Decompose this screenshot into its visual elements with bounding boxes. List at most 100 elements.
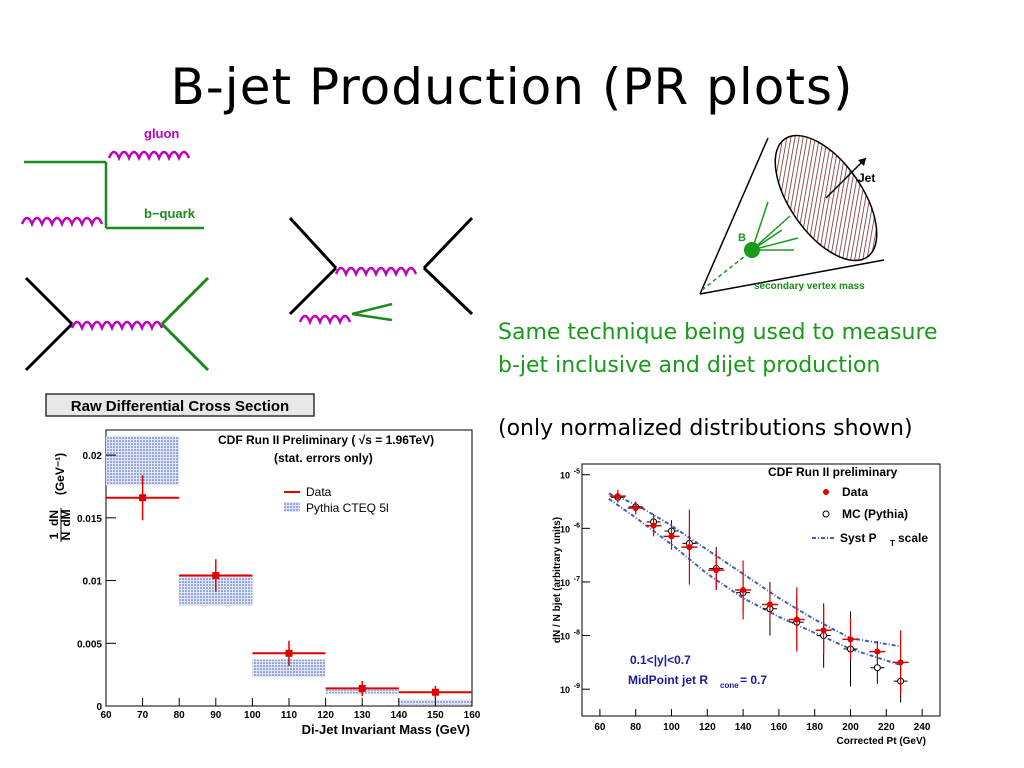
caption-main: Same technique being used to measure b-j… [498,316,1018,382]
feynman-diagram-gluon-splitting [288,216,474,326]
chart1-plot-area: 60 70 80 90 100 110 120 130 140 150 160 0 0.005 0.01 0… [47,429,481,737]
x-tick-label: 110 [281,710,298,721]
data-point [431,688,439,696]
x-tick-label: 130 [354,710,371,721]
x-tick-label: 100 [663,722,680,733]
data-point [847,636,854,643]
chart2-annotation-3: = 0.7 [740,673,767,687]
x-tick-label: 160 [464,710,481,721]
y-tick-exponent: -6 [574,522,580,529]
data-point [766,601,773,608]
legend-mc-swatch [284,502,300,512]
data-point [632,504,639,511]
y-label-units: (GeV⁻¹) [53,453,67,495]
legend-syst-subscript: T [890,539,895,548]
mc-band [252,659,326,678]
gluon-line-left [20,216,104,228]
x-tick-label: 60 [100,710,112,721]
x-tick-label: 100 [244,710,261,721]
y-label-frac-num1: 1 [47,532,61,539]
chart-dijet-mass: Raw Differential Cross Section 60 70 80 90 1… [45,393,481,737]
data-point [740,587,747,593]
legend-mc-label: MC (Pythia) [842,507,908,521]
gluon-propagator-2 [334,266,418,278]
legend-data-label: Data [306,485,332,499]
x-tick-label: 80 [174,710,186,721]
sv-label: secondary vertex mass [754,281,865,292]
x-tick-label: 140 [735,722,752,733]
y-tick-label: 10 [560,524,570,534]
x-tick-label: 160 [771,722,788,733]
y-tick-label: 0.01 [83,577,103,588]
chart2-title: CDF Run II preliminary [768,465,898,479]
data-point [212,572,220,580]
bquark-label: b−quark [144,206,196,221]
x-axis-label: Di-Jet Invariant Mass (GeV) [302,722,470,737]
gluon-radiated [298,314,352,326]
data-point [686,544,693,551]
y-tick-label: 0.015 [77,514,102,525]
b-label: B [738,232,746,244]
x-tick-label: 240 [914,722,931,733]
jet-cone-diagram: Jet B secondary vertex mass [699,134,885,295]
y-tick-label: 10 [560,471,570,481]
data-point [139,494,147,502]
legend-syst-scale: scale [898,531,928,545]
y-tick-exponent: -5 [574,469,580,476]
x-tick-label: 60 [594,722,606,733]
data-point [668,533,675,540]
data-point [650,522,657,529]
x-tick-label: 90 [210,710,222,721]
feynman-diagram-schannel [24,276,210,372]
chart1-title: Raw Differential Cross Section [71,398,289,415]
x-tick-label: 80 [630,722,642,733]
gluon-label: gluon [144,126,179,141]
x-tick-label: 120 [317,710,334,721]
data-point [614,493,621,500]
slide-title: B-jet Production (PR plots) [170,58,854,116]
y-tick-exponent: -8 [574,630,580,637]
cone-cap [774,134,878,262]
y-tick-exponent: -7 [574,576,580,583]
caption-line-2: b-jet inclusive and dijet production [498,353,881,378]
jet-label: Jet [858,171,875,185]
x-tick-label: 140 [390,710,407,721]
chart2-annotation-1: 0.1<|y|<0.7 [630,653,691,667]
syst-scale-line [608,498,901,667]
data-point [793,616,800,623]
x-tick-label: 70 [137,710,149,721]
chart1-annotation-2: (stat. errors only) [274,451,373,465]
y-tick-label: 0 [96,702,102,713]
chart2-annotation-2: MidPoint jet R [628,673,708,687]
y-tick-label: 0.02 [83,451,103,462]
y-label-frac-num2: dN [47,510,61,526]
legend-mc-marker [822,510,830,518]
y-tick-label: 10 [560,685,570,695]
legend-mc-label: Pythia CTEQ 5l [306,501,389,515]
y-tick-exponent: -9 [574,683,580,690]
y-tick-label: 10 [560,578,570,588]
chart-bjet-pt: 60 80 100 120 140 160 180 200 220 240 10 -5 10 -6 10 -7… [552,463,941,747]
caption-note: (only normalized distributions shown) [498,416,913,441]
x-tick-label: 220 [878,722,895,733]
data-point [358,684,366,692]
data-point [820,627,827,634]
x-tick-label: 120 [699,722,716,733]
x-axis-label: Corrected Pt (GeV) [837,736,926,747]
legend-data-label: Data [842,485,868,499]
y-label-frac-den2: dM [59,509,73,526]
data-point [897,659,904,666]
y-tick-label: 10 [560,632,570,642]
chart2-plot-area: 60 80 100 120 140 160 180 200 220 240 10 -5 10 -6 10 -7… [552,463,941,747]
data-point [874,648,881,655]
feynman-diagram-bquark: gluon b−quark [20,126,204,230]
x-tick-label: 150 [427,710,444,721]
legend-syst-label: Syst P [840,531,877,545]
y-axis-label: dN / N bjet (arbitrary units) [552,517,563,643]
x-tick-label: 200 [842,722,859,733]
data-point [713,567,720,574]
chart2-annotation-sub: cone [720,681,739,690]
x-tick-label: 180 [806,722,823,733]
y-tick-label: 0.005 [77,639,102,650]
